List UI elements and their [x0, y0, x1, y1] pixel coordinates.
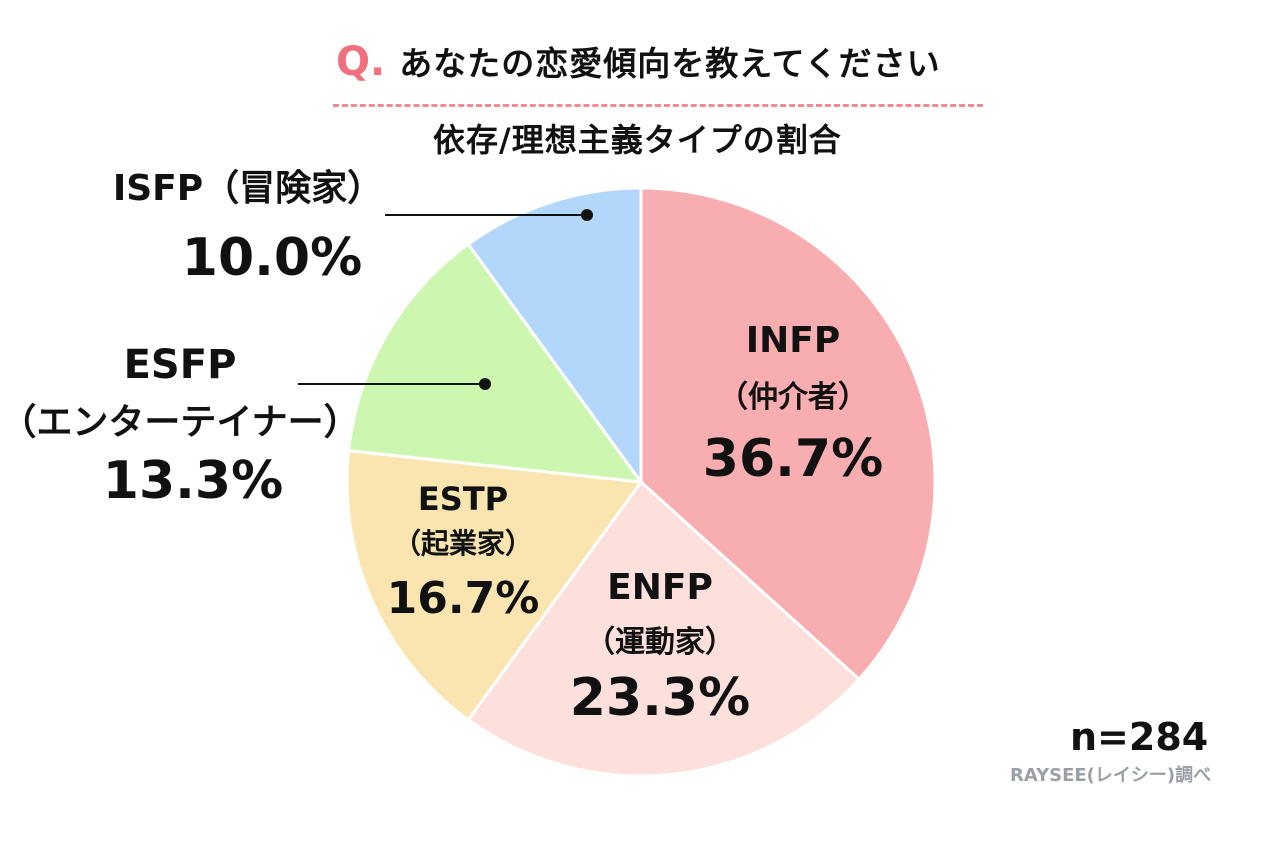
data-label-enfp-percentage: 23.3% [570, 668, 750, 728]
pie-slice-estp [345, 449, 644, 722]
data-label-isfp-percentage: 10.0% [182, 228, 362, 288]
data-label-infp-percentage: 36.7% [703, 429, 883, 489]
data-label-isfp-name: ISFP（冒険家） [113, 168, 383, 209]
sample-size-label: n=284 [1070, 715, 1209, 759]
pie-slice-enfp [466, 479, 862, 778]
data-label-estp-name: ESTP [418, 480, 508, 518]
chart-header: Q. あなたの恋愛傾向を教えてください 依存/理想主義タイプの割合 [0, 0, 1280, 170]
leader-dot-isfp [581, 209, 593, 221]
data-label-esfp-name: （エンターテイナー） [0, 402, 359, 443]
question-row: Q. あなたの恋愛傾向を教えてください [336, 42, 941, 82]
data-label-estp-percentage: 16.7% [387, 573, 540, 624]
question-title: あなたの恋愛傾向を教えてください [399, 44, 941, 83]
data-label-enfp-name: （運動家） [585, 625, 735, 660]
source-note: RAYSEE(レイシー)調べ [1010, 765, 1212, 786]
data-label-esfp-name: ESFP [124, 342, 237, 388]
data-label-esfp-percentage: 13.3% [103, 451, 283, 511]
chart-subtitle: 依存/理想主義タイプの割合 [433, 121, 842, 159]
question-mark-label: Q. [336, 39, 386, 85]
data-label-enfp-name: ENFP [607, 567, 713, 608]
leader-dot-esfp [479, 378, 491, 390]
data-label-estp-name: （起業家） [393, 527, 533, 560]
data-label-infp-name: INFP [746, 320, 841, 361]
dashed-divider [333, 104, 983, 107]
data-label-infp-name: （仲介者） [718, 380, 868, 415]
pie-slice-isfp [466, 186, 643, 487]
pie-slice-esfp [347, 242, 645, 484]
pie-slice-infp [639, 186, 937, 682]
